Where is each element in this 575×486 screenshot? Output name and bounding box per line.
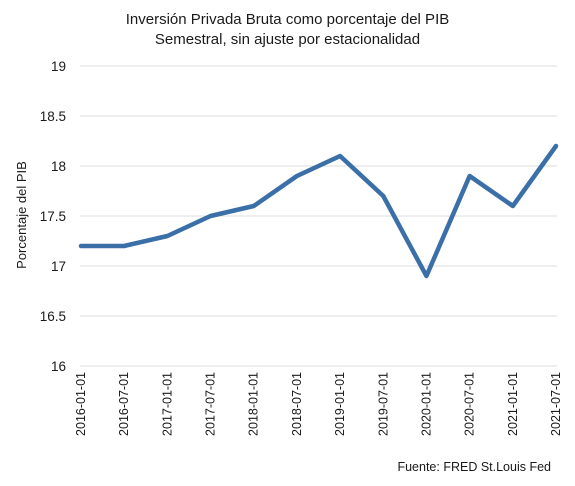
- x-tick-label: 2018-07-01: [290, 372, 304, 436]
- x-tick-label: 2016-07-01: [117, 372, 131, 436]
- x-tick-label: 2020-01-01: [419, 372, 433, 436]
- y-tick-label: 18.5: [40, 109, 66, 124]
- x-tick-label: 2018-01-01: [247, 372, 261, 436]
- y-axis-title: Porcentaje del PIB: [14, 161, 29, 269]
- series-line: [78, 143, 559, 279]
- gridlines: [80, 65, 557, 367]
- x-tick-label: 2020-07-01: [463, 372, 477, 436]
- series-group: [78, 143, 559, 279]
- y-tick-label: 18: [51, 159, 66, 174]
- x-tick-label: 2016-01-01: [74, 372, 88, 436]
- chart-subtitle: Semestral, sin ajuste por estacionalidad: [154, 31, 421, 48]
- x-tick-label: 2017-01-01: [160, 372, 174, 436]
- x-tick-label: 2019-07-01: [376, 372, 390, 436]
- y-tick-label: 17.5: [40, 209, 66, 224]
- y-tick-label: 19: [51, 59, 66, 74]
- x-axis-ticks: 2016-01-01 2016-07-01 2017-01-01 2017-07-01…: [74, 372, 563, 436]
- x-tick-label: 2021-07-01: [549, 372, 563, 436]
- y-tick-label: 16: [51, 359, 66, 374]
- chart-title: Inversión Privada Bruta como porcentaje …: [125, 11, 450, 28]
- y-tick-label: 16.5: [40, 309, 66, 324]
- source-note: Fuente: FRED St.Louis Fed: [397, 460, 551, 474]
- x-tick-label: 2021-01-01: [506, 372, 520, 436]
- x-tick-label: 2019-01-01: [333, 372, 347, 436]
- y-axis-ticks: 16 16.5 17 17.5 18 18.5 19: [40, 59, 66, 374]
- x-tick-label: 2017-07-01: [204, 372, 218, 436]
- y-tick-label: 17: [51, 259, 66, 274]
